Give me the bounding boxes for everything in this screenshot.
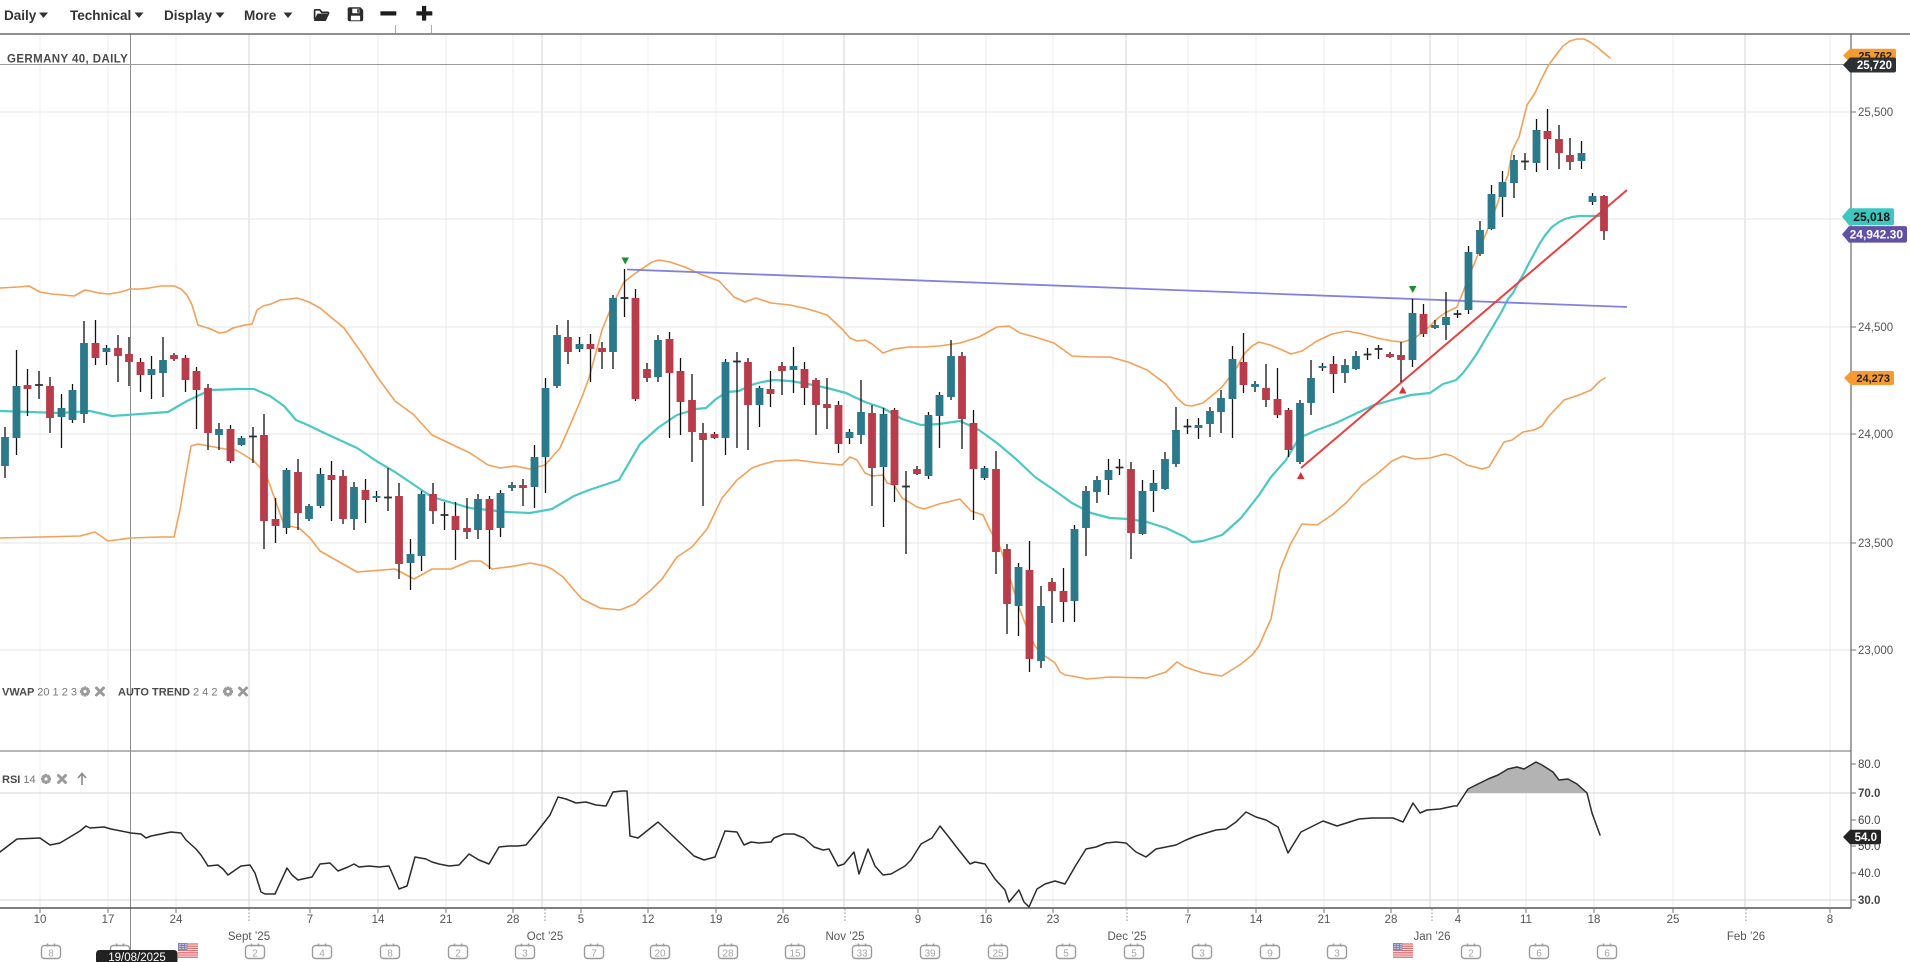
svg-text:25,500: 25,500 xyxy=(1858,107,1893,119)
svg-text:Dec ’25: Dec ’25 xyxy=(1108,931,1147,943)
svg-text:80.0: 80.0 xyxy=(1858,759,1880,771)
svg-text:28: 28 xyxy=(1385,914,1398,926)
svg-text:Nov ’25: Nov ’25 xyxy=(826,931,865,943)
svg-text:11: 11 xyxy=(1520,914,1532,926)
svg-text:3: 3 xyxy=(1199,949,1205,960)
svg-text:9: 9 xyxy=(915,914,921,926)
svg-text:RSI 14: RSI 14 xyxy=(2,774,36,786)
svg-text:20: 20 xyxy=(654,949,666,960)
svg-text:17: 17 xyxy=(102,914,115,926)
svg-text:39: 39 xyxy=(924,949,936,960)
svg-text:26: 26 xyxy=(777,914,790,926)
svg-text:28: 28 xyxy=(722,949,734,960)
svg-text:25,018: 25,018 xyxy=(1853,210,1890,224)
svg-text:18: 18 xyxy=(1588,914,1601,926)
svg-text:2: 2 xyxy=(252,949,258,960)
svg-text:5: 5 xyxy=(578,914,584,926)
svg-text:Oct ’25: Oct ’25 xyxy=(527,931,563,943)
svg-text:24,942.30: 24,942.30 xyxy=(1850,228,1904,242)
svg-text:14: 14 xyxy=(1250,914,1263,926)
svg-text:2: 2 xyxy=(455,949,461,960)
svg-text:60.0: 60.0 xyxy=(1858,815,1880,827)
svg-text:3: 3 xyxy=(1334,949,1340,960)
svg-text:AUTO TREND 2 4 2: AUTO TREND 2 4 2 xyxy=(118,687,217,699)
svg-text:Technical: Technical xyxy=(70,8,131,23)
svg-text:5: 5 xyxy=(1131,949,1137,960)
svg-text:6: 6 xyxy=(1604,949,1610,960)
svg-text:23,000: 23,000 xyxy=(1858,645,1893,657)
svg-text:25: 25 xyxy=(1667,914,1680,926)
svg-text:Daily: Daily xyxy=(4,8,37,23)
svg-text:2: 2 xyxy=(1468,949,1474,960)
svg-text:25,720: 25,720 xyxy=(1857,60,1892,72)
svg-text:Sept ’25: Sept ’25 xyxy=(228,931,270,943)
svg-text:GERMANY 40, DAILY: GERMANY 40, DAILY xyxy=(7,54,128,66)
svg-text:24,000: 24,000 xyxy=(1858,429,1893,441)
svg-text:8: 8 xyxy=(48,949,54,960)
svg-text:15: 15 xyxy=(789,949,801,960)
svg-text:40.0: 40.0 xyxy=(1858,868,1880,880)
svg-text:Feb ’26: Feb ’26 xyxy=(1727,931,1765,943)
svg-text:12: 12 xyxy=(642,914,655,926)
svg-text:7: 7 xyxy=(1185,914,1191,926)
svg-text:23: 23 xyxy=(1047,914,1060,926)
svg-text:54.0: 54.0 xyxy=(1855,832,1877,844)
svg-text:9: 9 xyxy=(1267,949,1273,960)
svg-text:More: More xyxy=(244,8,277,23)
svg-text:8: 8 xyxy=(1827,914,1833,926)
svg-text:24,273: 24,273 xyxy=(1856,373,1890,385)
svg-text:VWAP 20 1 2 3: VWAP 20 1 2 3 xyxy=(2,687,77,699)
svg-text:21: 21 xyxy=(440,914,453,926)
svg-text:28: 28 xyxy=(507,914,520,926)
svg-text:14: 14 xyxy=(372,914,385,926)
svg-text:8: 8 xyxy=(387,949,393,960)
svg-text:23,500: 23,500 xyxy=(1858,538,1893,550)
svg-text:30.0: 30.0 xyxy=(1858,895,1880,907)
svg-text:7: 7 xyxy=(307,914,313,926)
svg-text:16: 16 xyxy=(980,914,993,926)
svg-text:70.0: 70.0 xyxy=(1858,788,1880,800)
svg-text:Jan ’26: Jan ’26 xyxy=(1413,931,1450,943)
svg-text:33: 33 xyxy=(856,949,868,960)
svg-text:3: 3 xyxy=(522,949,528,960)
svg-text:10: 10 xyxy=(34,914,47,926)
svg-text:19: 19 xyxy=(710,914,723,926)
svg-text:21: 21 xyxy=(1318,914,1331,926)
svg-text:5: 5 xyxy=(1063,949,1069,960)
svg-text:6: 6 xyxy=(1536,949,1542,960)
svg-text:4: 4 xyxy=(319,949,325,960)
svg-text:19/08/2025: 19/08/2025 xyxy=(108,952,166,962)
svg-text:24: 24 xyxy=(170,914,183,926)
svg-text:24,500: 24,500 xyxy=(1858,322,1893,334)
svg-text:4: 4 xyxy=(1455,914,1462,926)
svg-text:Display: Display xyxy=(164,8,213,23)
svg-text:25: 25 xyxy=(992,949,1004,960)
svg-text:7: 7 xyxy=(591,949,597,960)
